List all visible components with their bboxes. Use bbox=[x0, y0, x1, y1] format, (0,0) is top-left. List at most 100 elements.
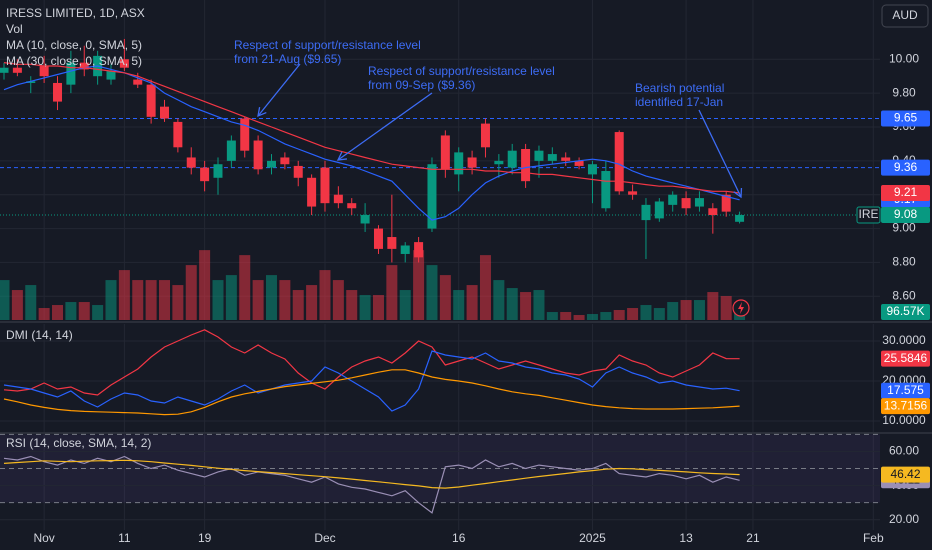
candle-body bbox=[681, 198, 691, 209]
axis-badge: 13.7156 bbox=[881, 398, 930, 415]
volume-bar bbox=[640, 305, 652, 320]
volume-bar bbox=[145, 280, 157, 320]
candle-body bbox=[66, 62, 76, 85]
badge-box bbox=[881, 207, 930, 224]
x-tick-label: Nov bbox=[33, 531, 54, 545]
badge-box bbox=[881, 185, 930, 202]
y-tick-label: 20.00 bbox=[889, 512, 919, 526]
volume-bar bbox=[667, 302, 679, 320]
badge-label: 9.65 bbox=[894, 111, 918, 125]
candle-body bbox=[0, 67, 9, 73]
pane-title: RSI (14, close, SMA, 14, 2) bbox=[6, 436, 151, 450]
candle-body bbox=[480, 123, 490, 148]
volume-bar bbox=[386, 265, 398, 320]
badge-box bbox=[881, 304, 930, 320]
volume-bar bbox=[399, 290, 411, 320]
volume-bar bbox=[533, 290, 545, 320]
y-tick-label: 9.80 bbox=[892, 85, 916, 99]
candle-body bbox=[601, 171, 611, 209]
badge-label: 9.36 bbox=[894, 160, 918, 174]
y-tick-label: 10.00 bbox=[889, 51, 919, 65]
indicator-line bbox=[3, 329, 740, 396]
candle-body bbox=[414, 242, 424, 258]
volume-bar bbox=[92, 305, 104, 320]
candle-body bbox=[119, 59, 129, 68]
volume-bar bbox=[0, 280, 10, 320]
candle-body bbox=[507, 150, 517, 168]
symbol-label: IRE bbox=[858, 207, 878, 221]
volume-bar bbox=[560, 312, 572, 320]
volume-bar bbox=[212, 280, 224, 320]
pane-title: DMI (14, 14) bbox=[6, 328, 73, 342]
alert-icon[interactable] bbox=[732, 299, 750, 317]
candle-body bbox=[521, 148, 531, 182]
volume-bar bbox=[199, 250, 211, 320]
volume-bar bbox=[105, 280, 117, 320]
badge-label: 46.42 bbox=[890, 467, 920, 481]
candle-body bbox=[400, 245, 410, 254]
button-frame[interactable] bbox=[881, 4, 929, 28]
candle-body bbox=[213, 164, 223, 178]
x-tick-label: Dec bbox=[314, 531, 335, 545]
volume-bar bbox=[573, 315, 585, 320]
axis-badge: 17.575 bbox=[881, 382, 930, 399]
candle-body bbox=[253, 140, 263, 170]
alert-bolt[interactable] bbox=[738, 302, 744, 314]
candle-body bbox=[347, 203, 357, 209]
candle-body bbox=[240, 118, 250, 151]
candle-body bbox=[200, 167, 210, 182]
candle-body bbox=[494, 160, 504, 165]
volume-bar bbox=[627, 308, 639, 320]
annotation-arrow bbox=[257, 63, 301, 117]
arrow-head bbox=[257, 107, 267, 118]
legend: IRESS LIMITED, 1D, ASX Vol MA (10, close… bbox=[6, 6, 151, 450]
candle-body bbox=[266, 160, 276, 168]
volume-bar bbox=[693, 300, 705, 320]
candle-body bbox=[133, 79, 143, 85]
volume-legend: Vol bbox=[6, 22, 23, 36]
candle-body bbox=[427, 164, 437, 229]
indicator-line bbox=[3, 455, 740, 514]
volume-bar bbox=[38, 308, 50, 320]
candle-body bbox=[735, 215, 745, 222]
annotation-text: Respect of support/resistance level bbox=[368, 64, 555, 78]
y-tick-label: 9.00 bbox=[892, 221, 916, 235]
candle-body bbox=[467, 157, 477, 168]
chart-title: IRESS LIMITED, 1D, ASX bbox=[6, 6, 145, 20]
x-tick-label: Feb bbox=[863, 531, 884, 545]
candle-body bbox=[721, 194, 731, 212]
axis-badge: 9.21 bbox=[881, 185, 930, 202]
volume-bar bbox=[185, 265, 197, 320]
volume-bar bbox=[78, 302, 90, 320]
candle-body bbox=[387, 237, 397, 249]
currency-label[interactable]: AUD bbox=[892, 8, 918, 22]
candle-body bbox=[293, 165, 303, 178]
candle-body bbox=[226, 140, 236, 161]
volume-bar bbox=[466, 285, 478, 320]
volume-bar bbox=[158, 280, 170, 320]
symbol-box bbox=[856, 206, 881, 224]
candle-body bbox=[26, 81, 36, 83]
x-tick-label: 2025 bbox=[579, 531, 606, 545]
arrow-head bbox=[733, 187, 743, 199]
candle-body bbox=[574, 160, 584, 166]
currency-button[interactable]: AUD bbox=[881, 4, 929, 28]
volume-bar bbox=[520, 292, 532, 320]
candle-body bbox=[654, 201, 664, 219]
volume-bar bbox=[25, 285, 37, 320]
badge-label: 13.7156 bbox=[884, 398, 928, 412]
volume-bar bbox=[11, 290, 23, 320]
badge-box bbox=[881, 398, 930, 415]
badge-box bbox=[881, 110, 930, 127]
badge-box bbox=[881, 382, 930, 399]
volume-bar bbox=[372, 295, 384, 320]
y-tick-label: 60.00 bbox=[889, 444, 919, 458]
annotation-text: Bearish potential bbox=[635, 81, 724, 95]
candle-body bbox=[173, 121, 183, 148]
candle-body bbox=[106, 71, 116, 80]
volume-bar bbox=[426, 265, 438, 320]
volume-bar bbox=[453, 290, 465, 320]
volume-bar bbox=[707, 292, 719, 320]
candle-body bbox=[694, 198, 704, 207]
